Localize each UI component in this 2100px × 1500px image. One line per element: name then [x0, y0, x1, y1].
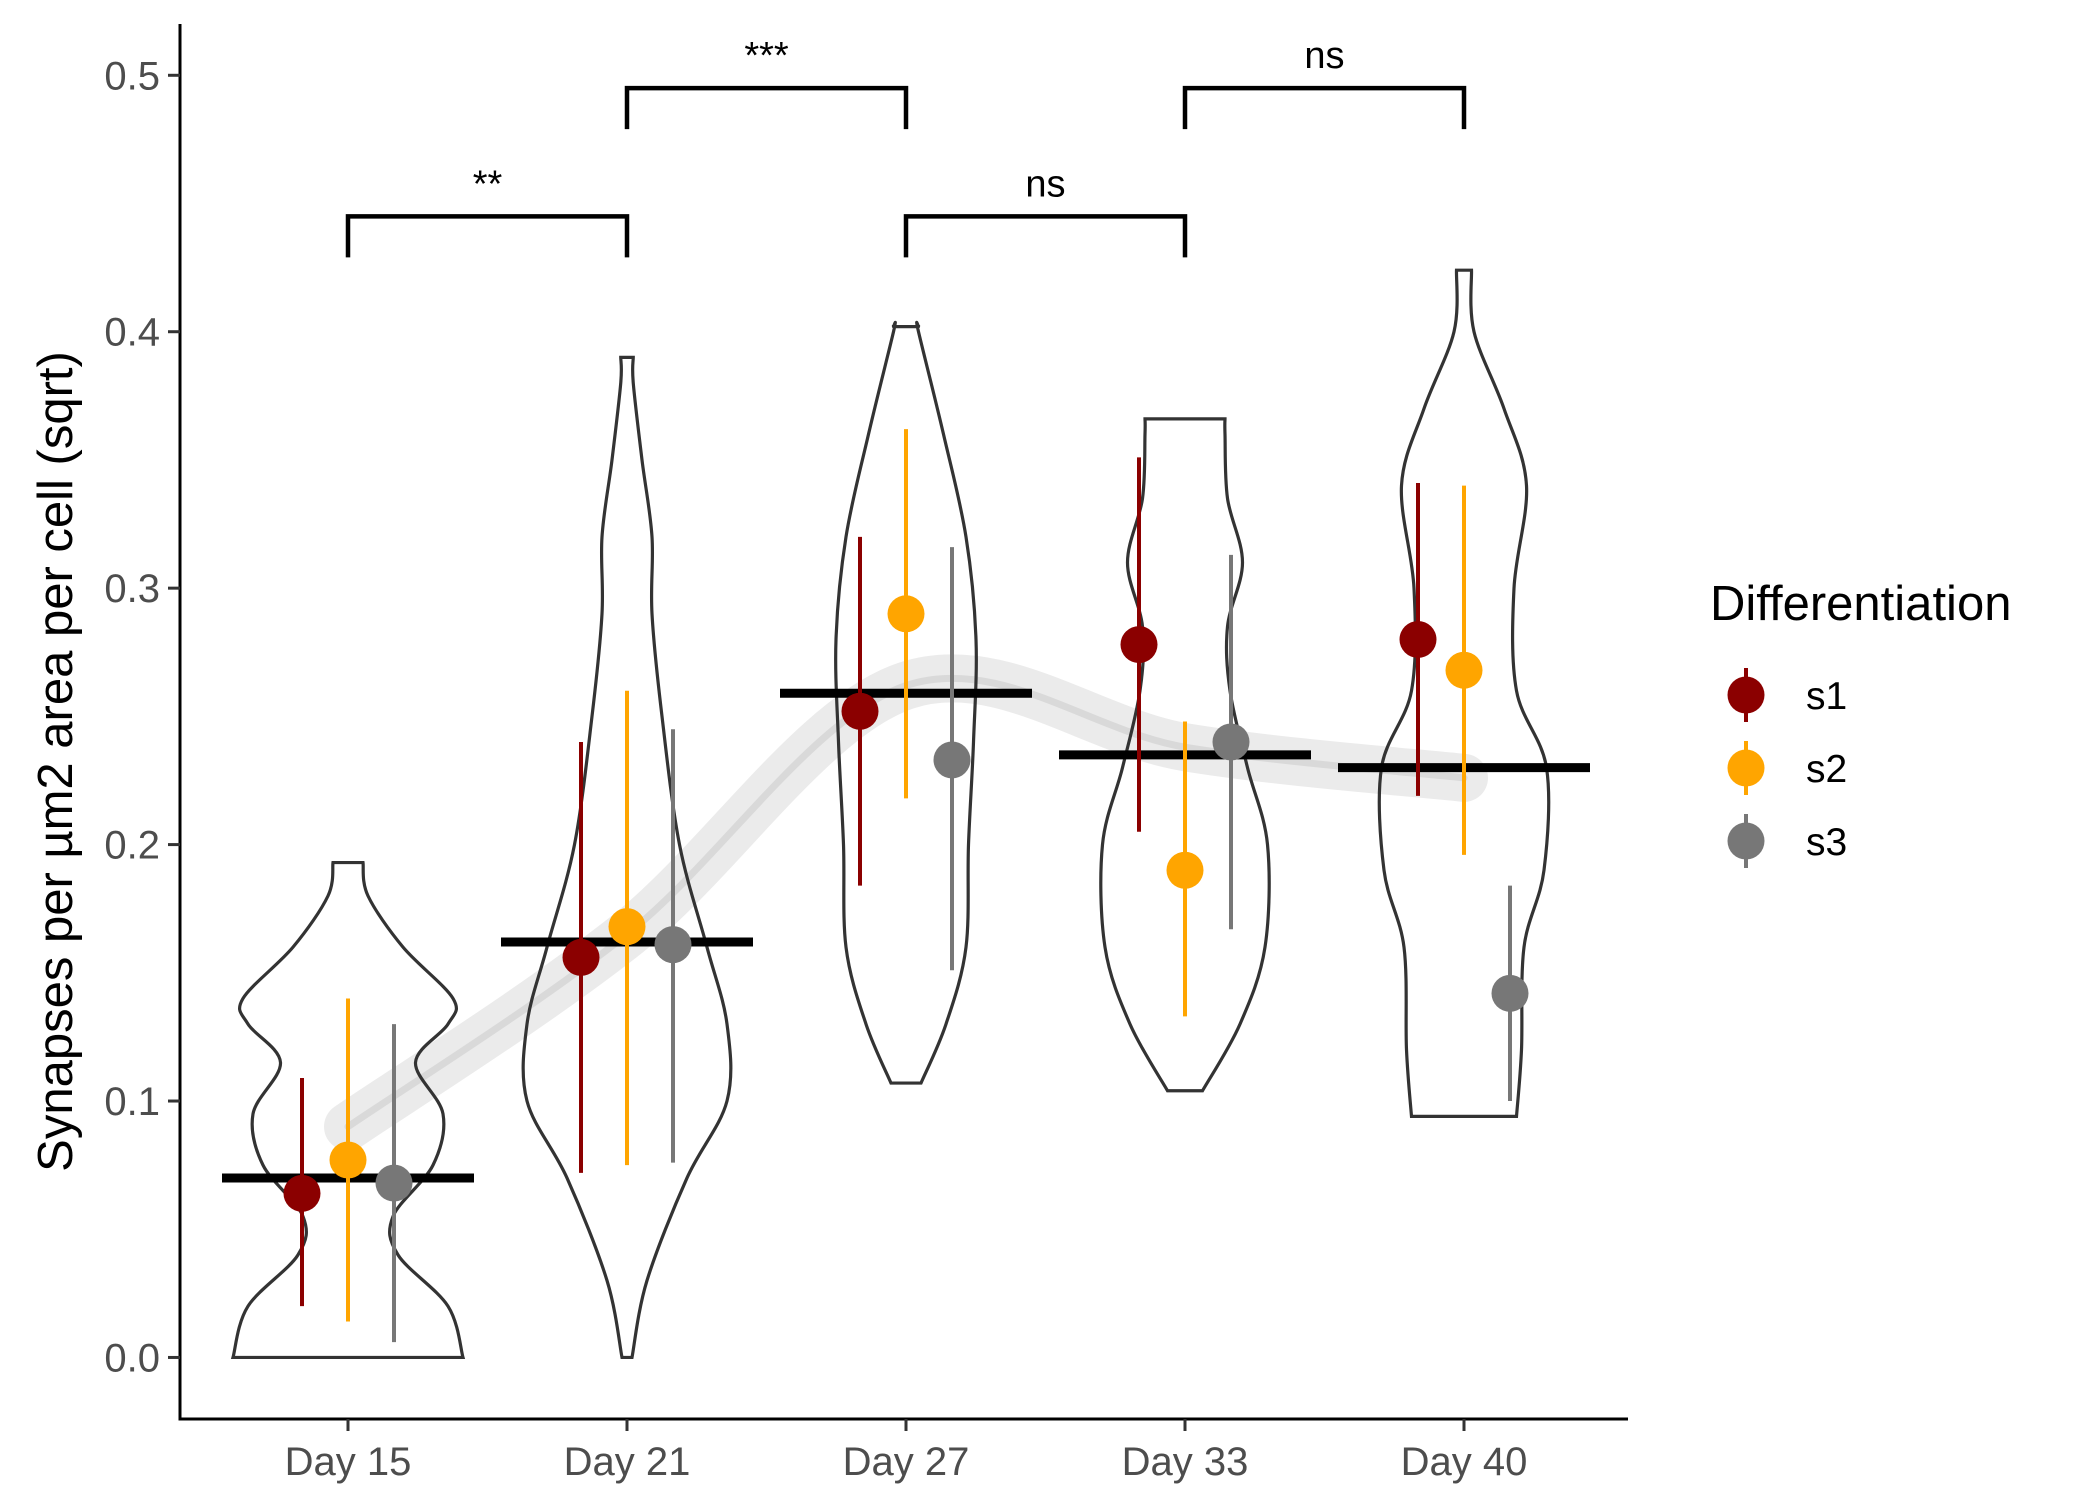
significance-bracket [624, 85, 909, 130]
point-s3 [933, 741, 971, 779]
legend-key-s3 [1727, 822, 1765, 860]
point-s2 [608, 908, 646, 946]
point-s3 [375, 1164, 413, 1202]
legend-key-s1 [1727, 676, 1765, 714]
axes-group: 0.0 0.1 0.2 0.3 0.4 0.5 Day 15 Day 21 Day 27 Day … [104, 24, 1628, 1484]
point-s1 [1399, 620, 1437, 658]
point-s2 [329, 1141, 367, 1179]
legend-label-s1: s1 [1806, 675, 1847, 718]
y-tick-label: 0.5 [104, 54, 160, 98]
legend: Differentiation s1 s2 s3 [1710, 577, 2011, 868]
significance-label: *** [744, 35, 789, 77]
x-tick-label: Day 21 [564, 1440, 691, 1484]
significance-label: ns [1025, 163, 1065, 205]
legend-label-s3: s3 [1806, 821, 1847, 864]
significance-bracket [903, 214, 1188, 258]
violin-day-33 [1099, 417, 1271, 1093]
point-s3 [654, 926, 692, 964]
point-s1 [562, 938, 600, 976]
point-s1 [283, 1174, 321, 1212]
violins-group [230, 268, 1551, 1360]
legend-label-s2: s2 [1806, 748, 1847, 791]
violin-day-21 [521, 355, 733, 1360]
point-s2 [1445, 651, 1483, 689]
series-points-group [283, 429, 1529, 1343]
point-s1 [841, 692, 879, 730]
point-s3 [1212, 723, 1250, 761]
legend-title: Differentiation [1710, 577, 2011, 631]
y-tick-label: 0.3 [104, 567, 160, 611]
legend-key-s2 [1727, 749, 1765, 787]
point-s2 [887, 595, 925, 633]
point-s2 [1166, 851, 1204, 889]
significance-bracket [1182, 85, 1467, 130]
point-s1 [1120, 626, 1158, 664]
y-tick-label: 0.1 [104, 1080, 160, 1124]
x-tick-label: Day 27 [843, 1440, 970, 1484]
violin-day-40 [1377, 268, 1551, 1119]
y-tick-label: 0.4 [104, 311, 160, 355]
significance-label: ns [1304, 35, 1344, 77]
significance-label: ** [473, 163, 503, 205]
y-tick-label: 0.2 [104, 824, 160, 868]
x-tick-label: Day 40 [1401, 1440, 1528, 1484]
y-tick-label: 0.0 [104, 1336, 160, 1380]
point-s3 [1491, 974, 1529, 1012]
x-tick-label: Day 15 [285, 1440, 412, 1484]
y-axis-title: Synapses per µm2 area per cell (sqrt) [29, 351, 83, 1172]
x-tick-label: Day 33 [1122, 1440, 1249, 1484]
significance-bracket [345, 214, 630, 258]
violin-day-27 [834, 320, 978, 1085]
